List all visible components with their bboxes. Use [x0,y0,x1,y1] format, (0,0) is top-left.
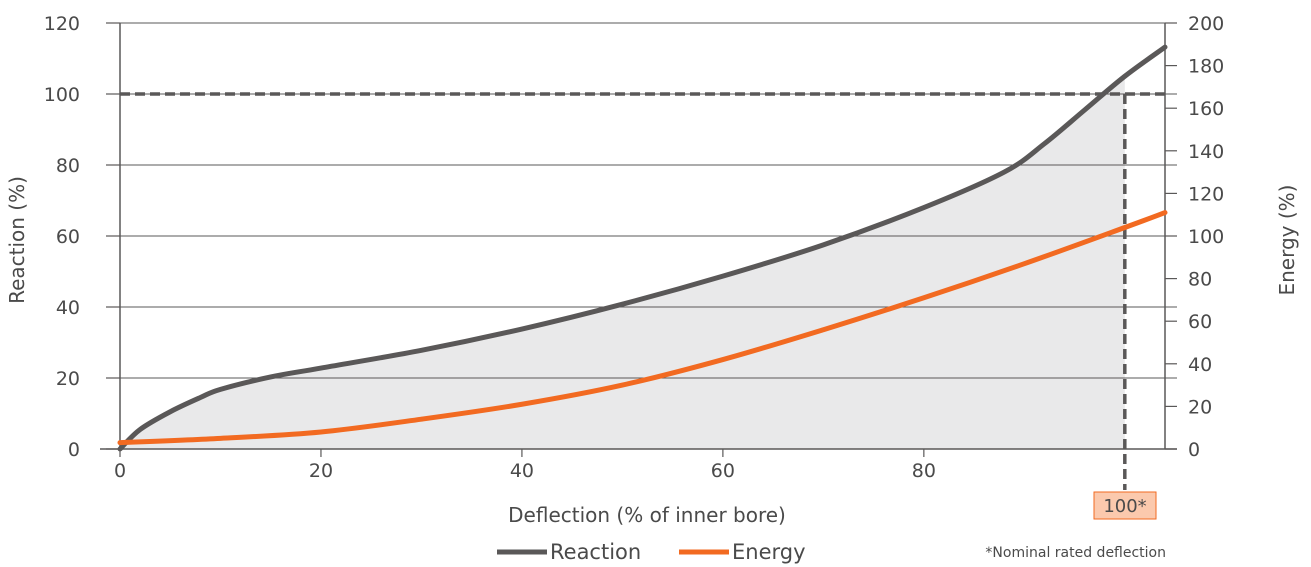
y-right-tick-label: 160 [1188,98,1224,120]
x-tick-label: 40 [510,460,534,482]
y-right-tick-label: 0 [1188,439,1200,461]
legend-label-reaction: Reaction [550,540,641,564]
y-right-tick-label: 60 [1188,311,1212,333]
y-right-tick-label: 120 [1188,183,1224,205]
x-tick-label: 60 [711,460,735,482]
y-left-axis-title: Reaction (%) [5,176,29,304]
y-right-tick-label: 140 [1188,141,1224,163]
marker-badge: 100* [1093,491,1157,520]
nominal-deflection-label: 100* [1103,496,1146,517]
x-axis-title: Deflection (% of inner bore) [508,503,786,527]
y-left-tick-label: 40 [56,297,80,319]
y-left-tick-label: 80 [56,155,80,177]
footnote: *Nominal rated deflection [985,545,1166,561]
legend: Reaction Energy [497,540,806,564]
y-right-axis-title: Energy (%) [1275,185,1299,296]
y-right-tick-label: 20 [1188,396,1212,418]
y-left-tick-label: 120 [44,13,80,35]
y-right-tick-label: 200 [1188,13,1224,35]
y-right-tick-label: 180 [1188,56,1224,78]
y-left-tick-label: 20 [56,368,80,390]
x-tick-label: 0 [114,460,126,482]
tick-labels-layer: 0 20 40 60 80 100 120 0 20 40 60 80 100 120 140 160 180 2… [44,13,1225,482]
reaction-fill-area [120,76,1125,449]
series-line-reaction [117,44,1168,452]
x-tick-label: 80 [912,460,936,482]
legend-label-energy: Energy [732,540,806,564]
x-tick-label: 20 [309,460,333,482]
y-right-tick-label: 40 [1188,354,1212,376]
nominal-deflection-badge [1093,491,1157,520]
y-right-tick-label: 100 [1188,226,1224,248]
y-left-tick-label: 0 [68,439,80,461]
y-left-tick-label: 100 [44,84,80,106]
reaction-fill-area-layer [120,76,1125,449]
series-line-energy [117,210,1168,446]
y-right-tick-label: 80 [1188,269,1212,291]
y-left-tick-label: 60 [56,226,80,248]
reference-lines-layer [120,92,1165,490]
series-layer [117,44,1168,452]
